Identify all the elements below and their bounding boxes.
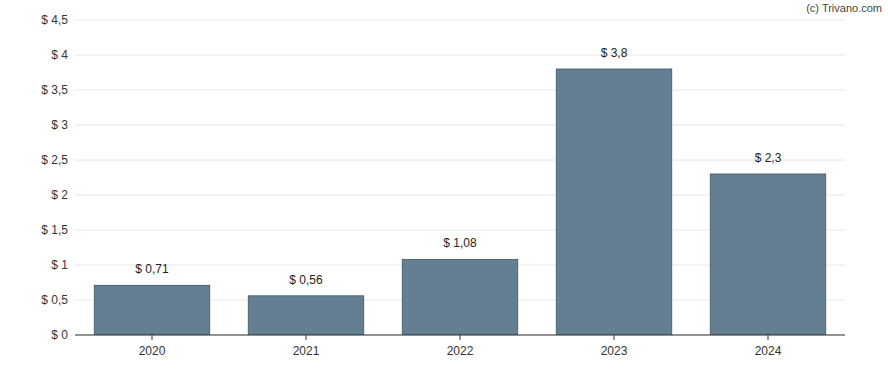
data-label: $ 3,8 (601, 46, 628, 60)
data-label: $ 0,56 (289, 273, 323, 287)
y-tick-label: $ 4,5 (41, 13, 68, 27)
grid-line (75, 160, 845, 161)
x-tick-label: 2021 (293, 344, 320, 358)
y-tick-label: $ 1 (51, 258, 68, 272)
y-tick-label: $ 4 (51, 48, 68, 62)
bar (248, 296, 364, 335)
bar (94, 285, 210, 335)
x-tick (614, 335, 615, 340)
grid-line (75, 90, 845, 91)
x-tick-label: 2023 (601, 344, 628, 358)
x-tick (306, 335, 307, 340)
x-tick-label: 2020 (139, 344, 166, 358)
y-tick-label: $ 2 (51, 188, 68, 202)
y-tick-label: $ 0,5 (41, 293, 68, 307)
y-tick-label: $ 3,5 (41, 83, 68, 97)
data-label: $ 2,3 (755, 151, 782, 165)
y-tick-label: $ 2,5 (41, 153, 68, 167)
x-tick (768, 335, 769, 340)
data-label: $ 1,08 (443, 236, 477, 250)
grid (75, 20, 845, 335)
bar (556, 69, 672, 335)
bars (94, 69, 826, 335)
data-label: $ 0,71 (135, 262, 169, 276)
chart: $ 0 $ 0,5 $ 1 $ 1,5 $ 2 $ 2,5 $ 3 $ 3,5 $ 4 $ 4,5… (0, 0, 888, 370)
annotation: (c) Trivano.com (806, 2, 882, 14)
grid-line (75, 125, 845, 126)
y-tick-label: $ 0 (51, 328, 68, 342)
x-tick (460, 335, 461, 340)
bar (402, 259, 518, 335)
y-tick-label: $ 1,5 (41, 223, 68, 237)
grid-line (75, 55, 845, 56)
x-tick-label: 2024 (755, 344, 782, 358)
y-tick-label: $ 3 (51, 118, 68, 132)
grid-line (75, 20, 845, 21)
x-tick (152, 335, 153, 340)
x-tick-label: 2022 (447, 344, 474, 358)
bar (710, 174, 826, 335)
